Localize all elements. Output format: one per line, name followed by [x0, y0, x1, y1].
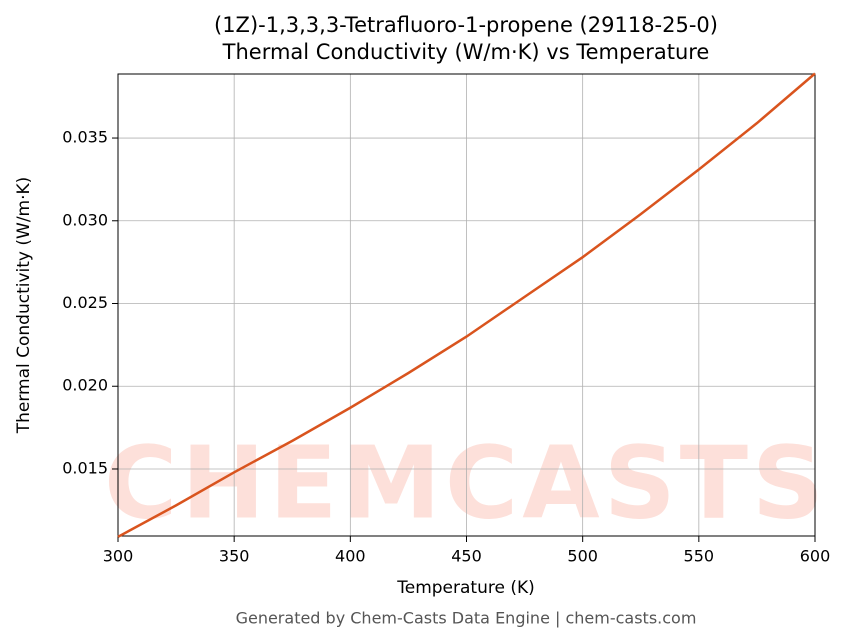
plot-frame — [117, 73, 816, 537]
x-tick-label: 550 — [684, 547, 715, 566]
y-axis-label: Thermal Conductivity (W/m·K) — [14, 177, 34, 435]
footer: Generated by Chem-Casts Data Engine | ch… — [236, 609, 697, 628]
x-tick-label: 600 — [800, 547, 831, 566]
y-tick-label: 0.035 — [62, 128, 108, 147]
y-tick-label: 0.030 — [62, 210, 108, 229]
y-tick-label: 0.020 — [62, 376, 108, 395]
chart-title: (1Z)-1,3,3,3-Tetrafluoro-1-propene (2911… — [214, 13, 718, 37]
x-tick-label: 400 — [335, 547, 366, 566]
x-axis-label: Temperature (K) — [396, 578, 535, 598]
x-tick-label: 300 — [103, 547, 134, 566]
y-tick-label: 0.025 — [62, 293, 108, 312]
x-tick-label: 500 — [567, 547, 598, 566]
chart-subtitle: Thermal Conductivity (W/m·K) vs Temperat… — [222, 40, 710, 64]
y-tick-label: 0.015 — [62, 458, 108, 477]
watermark: CHEMCASTS — [104, 424, 828, 541]
x-tick-label: 450 — [451, 547, 482, 566]
data-line — [117, 72, 816, 538]
x-tick-label: 350 — [219, 547, 250, 566]
